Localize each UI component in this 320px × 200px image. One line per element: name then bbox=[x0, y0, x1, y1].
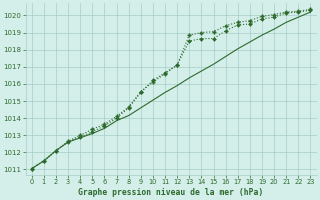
X-axis label: Graphe pression niveau de la mer (hPa): Graphe pression niveau de la mer (hPa) bbox=[78, 188, 264, 197]
